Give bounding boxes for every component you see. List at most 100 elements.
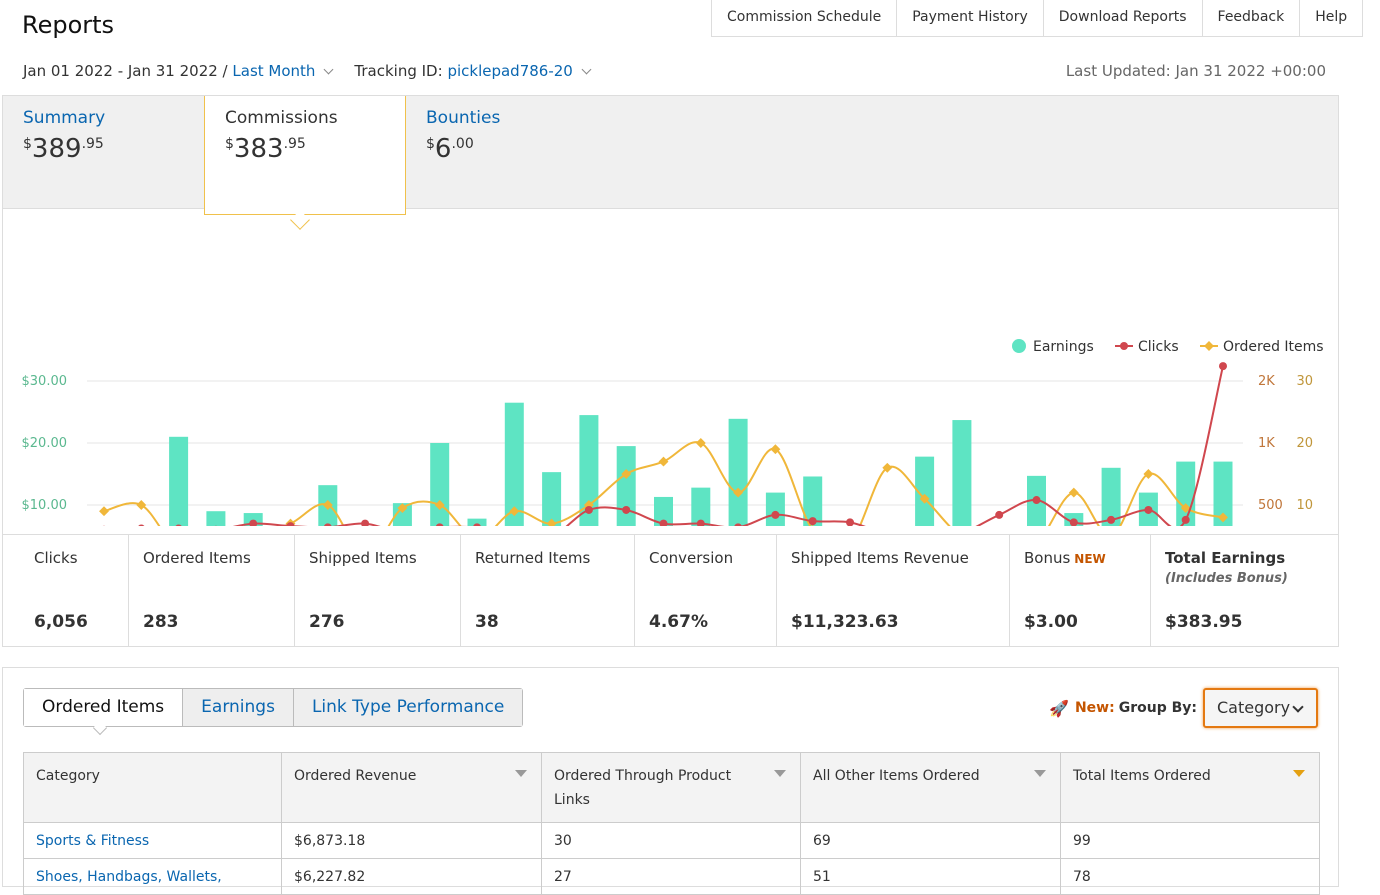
group-by-select[interactable]: Category: [1203, 688, 1318, 728]
y-clicks-tick-label: 500: [1258, 498, 1283, 513]
earnings-bar: [542, 472, 561, 526]
chevron-down-icon: [1292, 701, 1303, 712]
kpi-value: $383.95: [1165, 612, 1242, 632]
clicks-point: [1219, 362, 1227, 370]
feedback-button[interactable]: Feedback: [1203, 0, 1301, 36]
filter-row: Jan 01 2022 - Jan 31 2022 / Last Month T…: [23, 62, 598, 80]
new-label: New:: [1075, 700, 1115, 716]
kpi-value: 38: [475, 612, 499, 632]
sort-icon[interactable]: [774, 770, 786, 777]
kpi-value: 6,056: [34, 612, 88, 632]
category-link[interactable]: Sports & Fitness: [36, 833, 149, 849]
kpi-value: 276: [309, 612, 345, 632]
table-row: Sports & Fitness $6,873.18 30 69 99: [24, 823, 1320, 859]
legend-clicks-icon: [1120, 342, 1128, 350]
kpi-value: 4.67%: [649, 612, 708, 632]
kpi-label: Shipped Items Revenue: [791, 549, 995, 567]
cell-other-items: 51: [801, 859, 1061, 895]
chevron-down-icon[interactable]: [581, 64, 591, 74]
kpi-label: Total Earnings: [1165, 549, 1324, 567]
kpi-label: Returned Items: [475, 549, 620, 567]
y-left-tick-label: $10.00: [22, 498, 68, 513]
cell-ordered-revenue: $6,227.82: [282, 859, 542, 895]
sort-icon[interactable]: [515, 770, 527, 777]
commission-schedule-button[interactable]: Commission Schedule: [712, 0, 897, 36]
y-left-tick-label: $20.00: [22, 436, 68, 451]
download-reports-button[interactable]: Download Reports: [1044, 0, 1203, 36]
earnings-bar: [206, 511, 225, 526]
summary-tabbar: Summary $389.95 Commissions $383.95 Boun…: [3, 96, 1338, 209]
new-badge: NEW: [1074, 552, 1105, 566]
clicks-point: [809, 517, 817, 525]
group-by-label: Group By:: [1119, 700, 1197, 716]
clicks-point: [1070, 518, 1078, 526]
rocket-icon: 🚀: [1049, 699, 1069, 718]
cell-category: Shoes, Handbags, Wallets,: [24, 859, 282, 895]
page-title: Reports: [22, 11, 114, 39]
group-by: 🚀 New: Group By: Category: [1049, 688, 1318, 728]
tab-amount: $6.00: [426, 134, 586, 164]
tab-link-type-performance[interactable]: Link Type Performance: [293, 689, 522, 726]
y-clicks-tick-label: 2K: [1258, 374, 1275, 389]
y-items-tick-label: 10: [1296, 498, 1313, 513]
tab-ordered-items[interactable]: Ordered Items: [24, 689, 182, 726]
date-preset-dropdown[interactable]: Last Month: [232, 62, 315, 80]
tracking-id-dropdown[interactable]: picklepad786-20: [447, 62, 572, 80]
y-items-tick-label: 20: [1296, 436, 1313, 451]
ordered-items-point: [1069, 488, 1079, 498]
chevron-down-icon[interactable]: [324, 64, 334, 74]
tab-amount: $389.95: [23, 134, 183, 164]
tab-commissions[interactable]: Commissions $383.95: [204, 96, 406, 215]
sort-active-icon[interactable]: [1293, 770, 1305, 777]
column-header-total-items[interactable]: Total Items Ordered: [1061, 753, 1320, 823]
column-header-ordered-revenue[interactable]: Ordered Revenue: [282, 753, 542, 823]
kpi-label: Ordered Items: [143, 549, 280, 567]
ordered-items-point: [659, 457, 669, 467]
cell-product-links: 27: [542, 859, 801, 895]
summary-panel: Summary $389.95 Commissions $383.95 Boun…: [2, 95, 1339, 647]
tab-bounties[interactable]: Bounties $6.00: [406, 96, 606, 209]
earnings-bar: [169, 437, 188, 526]
clicks-point: [622, 506, 630, 514]
tab-summary[interactable]: Summary $389.95: [3, 96, 203, 209]
legend-items-icon: [1204, 341, 1214, 351]
last-updated: Last Updated: Jan 31 2022 +00:00: [1066, 62, 1326, 80]
table-header-row: Category Ordered Revenue Ordered Through…: [24, 753, 1320, 823]
clicks-point: [1107, 516, 1115, 524]
tab-label: Bounties: [426, 108, 586, 128]
sort-icon[interactable]: [1034, 770, 1046, 777]
payment-history-button[interactable]: Payment History: [897, 0, 1044, 36]
kpi-shipped-revenue: Shipped Items Revenue $11,323.63: [777, 535, 1010, 647]
earnings-bar: [729, 419, 748, 526]
help-button[interactable]: Help: [1300, 0, 1363, 36]
cell-total-items: 99: [1061, 823, 1320, 859]
group-by-value: Category: [1217, 698, 1290, 717]
kpi-clicks: Clicks 6,056: [3, 535, 129, 647]
tab-earnings[interactable]: Earnings: [182, 689, 293, 726]
kpi-label: Clicks: [34, 549, 114, 567]
ordered-items-point: [99, 506, 109, 516]
kpi-shipped-items: Shipped Items 276: [295, 535, 461, 647]
clicks-point: [1182, 516, 1190, 524]
earnings-bar: [952, 420, 971, 526]
cell-product-links: 30: [542, 823, 801, 859]
kpi-returned-items: Returned Items 38: [461, 535, 635, 647]
category-link[interactable]: Shoes, Handbags, Wallets,: [36, 869, 222, 885]
clicks-point: [1144, 506, 1152, 514]
kpi-ordered-items: Ordered Items 283: [129, 535, 295, 647]
y-items-tick-label: 30: [1296, 374, 1313, 389]
column-header-other-items[interactable]: All Other Items Ordered: [801, 753, 1061, 823]
column-header-category[interactable]: Category: [24, 753, 282, 823]
tab-amount: $383.95: [225, 134, 385, 164]
legend-earnings-icon: [1012, 339, 1026, 353]
earnings-bar: [766, 493, 785, 526]
y-left-tick-label: $30.00: [22, 374, 68, 389]
detail-panel: Ordered Items Earnings Link Type Perform…: [2, 667, 1339, 887]
y-clicks-tick-label: 1K: [1258, 436, 1275, 451]
column-header-product-links[interactable]: Ordered Through Product Links: [542, 753, 801, 823]
tracking-label: Tracking ID:: [354, 62, 442, 80]
tab-label: Summary: [23, 108, 183, 128]
